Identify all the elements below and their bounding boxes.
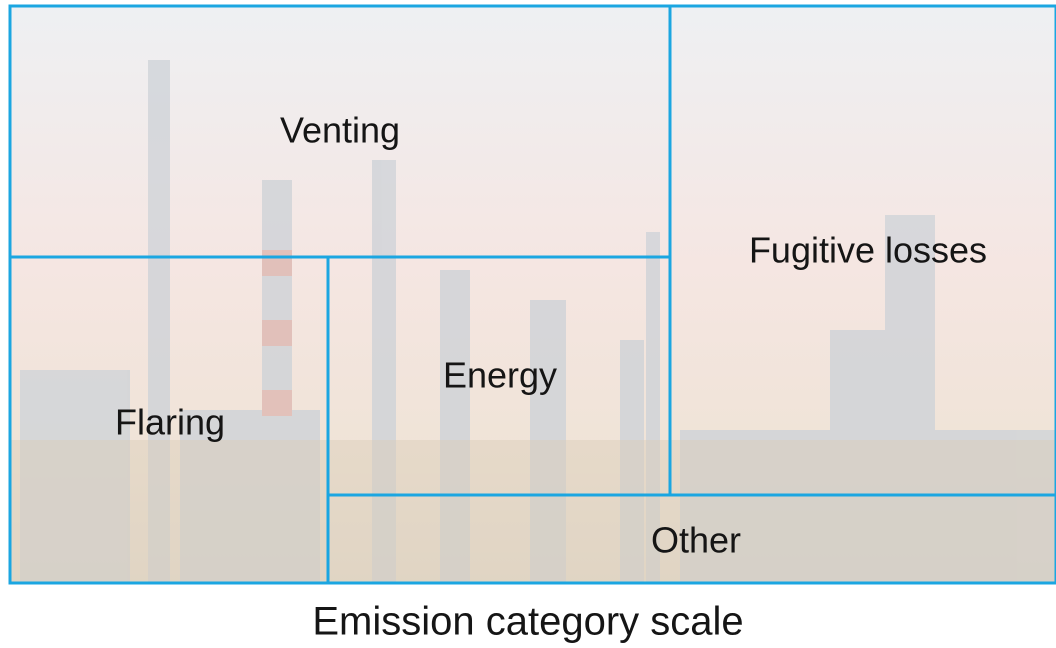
caption: Emission category scale xyxy=(312,600,743,644)
region-label: Energy xyxy=(443,355,557,396)
page: Venting Fugitive losses Flaring Energy O… xyxy=(0,0,1056,648)
region-label: Fugitive losses xyxy=(749,230,987,271)
diagram: Venting Fugitive losses Flaring Energy O… xyxy=(0,0,1056,648)
region-label: Flaring xyxy=(115,402,225,443)
region-label: Venting xyxy=(280,110,400,151)
region-label: Other xyxy=(651,520,741,561)
